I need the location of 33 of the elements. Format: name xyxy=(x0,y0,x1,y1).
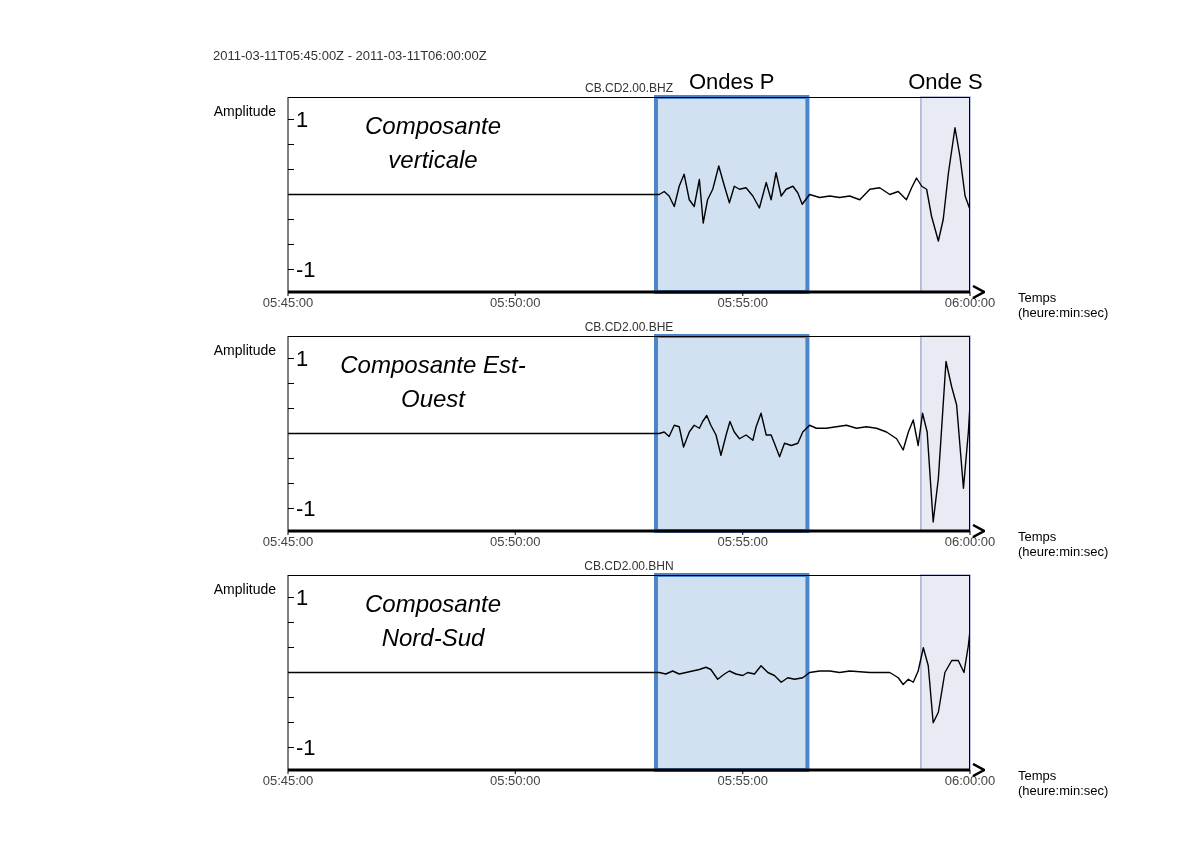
chart-subtitle: CB.CD2.00.BHN xyxy=(583,559,675,573)
y-tick-label: -1 xyxy=(296,735,316,761)
x-tick-label: 06:00:00 xyxy=(944,773,996,789)
x-tick-label: 05:45:00 xyxy=(262,295,314,311)
annotation: Composante Est-Ouest xyxy=(339,350,527,414)
x-tick-label: 06:00:00 xyxy=(944,534,996,550)
x-tick-label: 05:55:00 xyxy=(717,534,769,550)
x-tick-label: 05:45:00 xyxy=(262,534,314,550)
y-axis-title: Amplitude xyxy=(213,581,276,597)
x-tick-label: 06:00:00 xyxy=(944,295,996,311)
x-tick-label: 05:50:00 xyxy=(489,295,541,311)
x-tick-label: 05:50:00 xyxy=(489,773,541,789)
y-tick-label: -1 xyxy=(296,496,316,522)
chart-subtitle: CB.CD2.00.BHE xyxy=(583,320,675,334)
y-axis-title: Amplitude xyxy=(213,342,276,358)
x-tick-label: 05:55:00 xyxy=(717,295,769,311)
x-axis-title: Temps (heure:min:sec) xyxy=(1018,768,1110,798)
y-tick-label: 1 xyxy=(296,585,309,611)
x-tick-label: 05:45:00 xyxy=(262,773,314,789)
y-tick-label: -1 xyxy=(296,257,316,283)
annotation: Composante Nord-Sud xyxy=(363,589,503,653)
y-tick-label: 1 xyxy=(296,107,309,133)
chart-title: 2011-03-11T05:45:00Z - 2011-03-11T06:00:00Z xyxy=(213,48,487,63)
x-tick-label: 05:50:00 xyxy=(489,534,541,550)
annotation: Composante verticale xyxy=(363,111,503,175)
x-axis-title: Temps (heure:min:sec) xyxy=(1018,290,1110,320)
x-tick-label: 05:55:00 xyxy=(717,773,769,789)
y-axis-title: Amplitude xyxy=(213,103,276,119)
band-label: Onde S xyxy=(908,69,983,94)
band-label: Ondes P xyxy=(688,69,775,94)
chart-subtitle: CB.CD2.00.BHZ xyxy=(584,81,674,95)
x-axis-title: Temps (heure:min:sec) xyxy=(1018,529,1110,559)
y-tick-label: 1 xyxy=(296,346,309,372)
